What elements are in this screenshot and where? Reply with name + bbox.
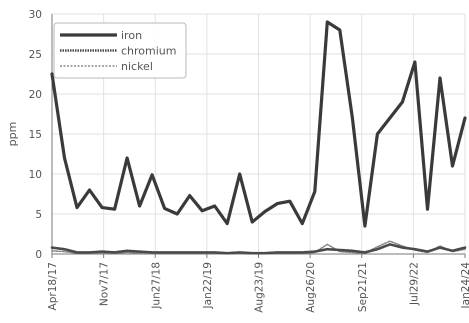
y-tick-label: 5	[35, 209, 42, 221]
y-tick-label: 10	[29, 169, 42, 181]
axes: 0 5 10 15 20 25 30 Apr18/17 Nov7/17 Jun27/18 Jan22…	[6, 9, 469, 313]
x-tick-label: Jan22/19	[202, 262, 214, 309]
x-tick-label: Jan24/24	[460, 262, 469, 310]
legend-label-chromium: chromium	[121, 45, 177, 58]
y-tick-label: 15	[29, 129, 42, 141]
legend-label-nickel: nickel	[121, 60, 153, 73]
y-tick-label: 30	[29, 9, 42, 21]
series-group	[50, 20, 467, 255]
x-tick-label: Nov7/17	[99, 262, 111, 306]
x-tick-label: Apr18/17	[47, 262, 59, 310]
x-tick-label: Jun27/18	[150, 262, 162, 310]
legend-box	[53, 22, 187, 79]
x-tick-label: Sep21/21	[357, 262, 369, 312]
x-tick-label: Jul29/22	[408, 262, 420, 306]
y-tick-label: 25	[29, 49, 42, 61]
legend: iron chromium nickel	[53, 22, 187, 79]
x-tick-label: Aug23/19	[254, 262, 266, 313]
series-line-chromium	[50, 243, 467, 255]
legend-label-iron: iron	[121, 29, 142, 42]
series-line-iron	[50, 20, 467, 228]
y-axis-title: ppm	[6, 122, 19, 147]
x-tick-label: Aug26/20	[305, 262, 317, 313]
y-tick-label: 0	[35, 249, 42, 261]
y-tick-label: 20	[29, 89, 42, 101]
